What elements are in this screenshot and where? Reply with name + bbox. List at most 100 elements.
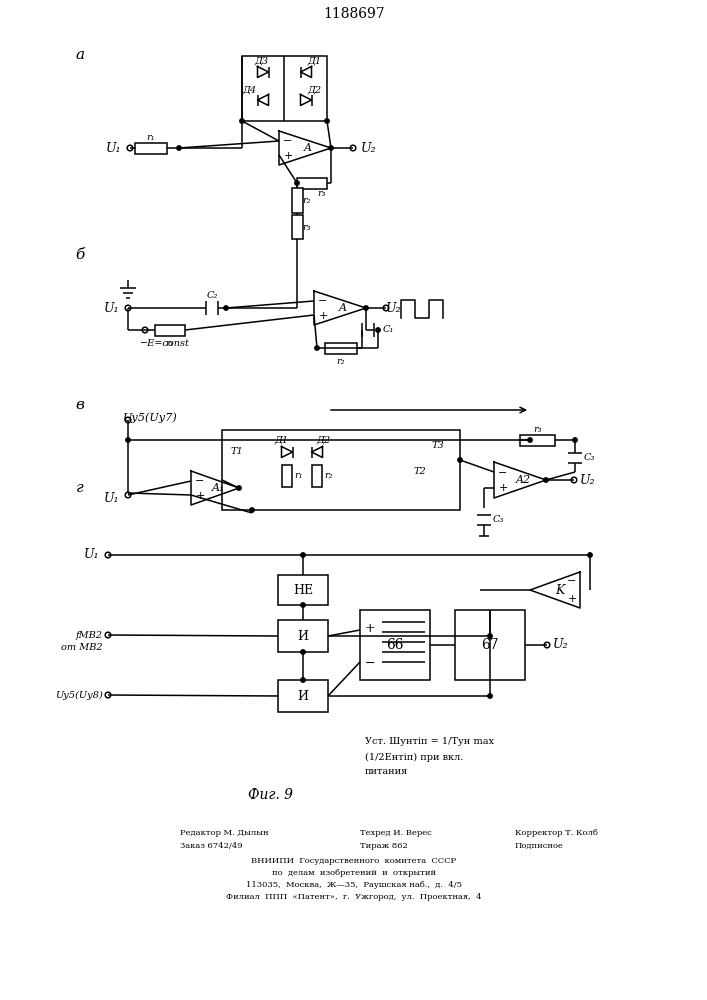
- Text: r₁: r₁: [165, 338, 174, 348]
- Circle shape: [105, 632, 111, 638]
- Bar: [297, 178, 327, 188]
- Bar: [455, 610, 525, 680]
- Text: +: +: [195, 491, 205, 501]
- Circle shape: [125, 417, 131, 423]
- Text: г: г: [76, 481, 84, 495]
- Circle shape: [458, 458, 462, 462]
- Text: ВНИИПИ  Государственного  комитета  СССР: ВНИИПИ Государственного комитета СССР: [252, 857, 457, 865]
- Text: −: −: [318, 296, 327, 306]
- Text: C₃: C₃: [492, 516, 503, 524]
- Text: C₃: C₃: [583, 454, 595, 462]
- Text: T2: T2: [414, 468, 426, 477]
- Text: а: а: [76, 48, 85, 62]
- Text: +: +: [284, 151, 293, 161]
- Text: U₂: U₂: [580, 474, 596, 487]
- Bar: [242, 56, 327, 121]
- Circle shape: [315, 346, 319, 350]
- Text: −: −: [567, 576, 577, 586]
- Bar: [278, 620, 328, 652]
- Circle shape: [544, 478, 548, 482]
- Text: r₁: r₁: [147, 132, 156, 141]
- Text: +: +: [318, 311, 327, 321]
- Text: C₁: C₁: [382, 324, 394, 334]
- Text: r₃: r₃: [303, 223, 311, 232]
- Bar: [278, 575, 328, 605]
- Circle shape: [224, 306, 228, 310]
- Bar: [282, 465, 292, 487]
- Circle shape: [383, 305, 389, 311]
- Circle shape: [240, 119, 244, 123]
- Text: +: +: [365, 621, 375, 635]
- Circle shape: [126, 438, 130, 442]
- Text: −E=const: −E=const: [140, 340, 190, 349]
- Text: U₂: U₂: [386, 302, 402, 316]
- Text: U₂: U₂: [361, 141, 377, 154]
- Circle shape: [488, 694, 492, 698]
- Circle shape: [125, 492, 131, 498]
- Text: (1/2Ентіп) при вкл.: (1/2Ентіп) при вкл.: [365, 752, 463, 762]
- Text: Д2: Д2: [307, 86, 321, 95]
- Text: fМВ2: fМВ2: [76, 631, 103, 640]
- Text: +: +: [567, 594, 577, 604]
- Circle shape: [573, 438, 577, 442]
- Text: r₃: r₃: [317, 188, 326, 198]
- Bar: [291, 215, 303, 239]
- Text: Д3: Д3: [254, 56, 268, 66]
- Text: от МВ2: от МВ2: [62, 644, 103, 652]
- Text: Тираж 862: Тираж 862: [360, 842, 408, 850]
- Text: в: в: [76, 398, 84, 412]
- Text: Uу5(Uу8): Uу5(Uу8): [55, 690, 103, 700]
- Text: −: −: [284, 136, 293, 146]
- Circle shape: [350, 145, 356, 151]
- Text: б: б: [76, 248, 85, 262]
- Text: r₃: r₃: [533, 424, 542, 434]
- Text: Подписное: Подписное: [515, 842, 564, 850]
- Text: Корректор Т. Колб: Корректор Т. Колб: [515, 829, 598, 837]
- Text: 66: 66: [386, 638, 404, 652]
- Circle shape: [105, 692, 111, 698]
- Text: Филиал  ППП  «Патент»,  г.  Ужгород,  ул.  Проектная,  4: Филиал ППП «Патент», г. Ужгород, ул. Про…: [226, 893, 481, 901]
- Text: r₂: r₂: [325, 472, 333, 481]
- Text: 113035,  Москва,  Ж—35,  Раушская наб.,  д.  4/5: 113035, Москва, Ж—35, Раушская наб., д. …: [246, 881, 462, 889]
- Circle shape: [544, 642, 550, 648]
- Text: 67: 67: [481, 638, 499, 652]
- Circle shape: [376, 328, 380, 332]
- Text: K: K: [555, 584, 565, 596]
- Bar: [135, 142, 167, 153]
- Text: U₁: U₁: [106, 141, 122, 154]
- Text: r₁: r₁: [295, 472, 303, 481]
- Text: U₁: U₁: [104, 491, 119, 504]
- Text: Редактор М. Дылын: Редактор М. Дылын: [180, 829, 269, 837]
- Circle shape: [237, 486, 241, 490]
- Text: −: −: [365, 656, 375, 670]
- Circle shape: [300, 650, 305, 654]
- Circle shape: [571, 477, 577, 483]
- Text: питания: питания: [365, 768, 408, 776]
- Circle shape: [364, 306, 368, 310]
- Circle shape: [142, 327, 148, 333]
- Text: Д4: Д4: [242, 86, 256, 95]
- Text: A2: A2: [515, 475, 530, 485]
- Text: −: −: [498, 468, 508, 478]
- Text: r₂: r₂: [337, 358, 345, 366]
- Circle shape: [250, 508, 255, 512]
- Text: Д1: Д1: [274, 436, 288, 444]
- Text: Техред И. Верес: Техред И. Верес: [360, 829, 432, 837]
- Text: U₂: U₂: [554, 639, 568, 652]
- Bar: [520, 434, 555, 446]
- Text: −: −: [195, 476, 205, 486]
- Circle shape: [300, 603, 305, 607]
- Circle shape: [127, 145, 133, 151]
- Text: НЕ: НЕ: [293, 584, 313, 596]
- Bar: [312, 465, 322, 487]
- Circle shape: [329, 146, 333, 150]
- Circle shape: [300, 678, 305, 682]
- Text: Uу5(Uу7): Uу5(Uу7): [123, 413, 177, 423]
- Circle shape: [105, 552, 111, 558]
- Text: Д2: Д2: [316, 436, 330, 444]
- Circle shape: [295, 181, 299, 185]
- Bar: [325, 342, 357, 354]
- Circle shape: [300, 553, 305, 557]
- Bar: [155, 324, 185, 336]
- Text: C₂: C₂: [206, 292, 218, 300]
